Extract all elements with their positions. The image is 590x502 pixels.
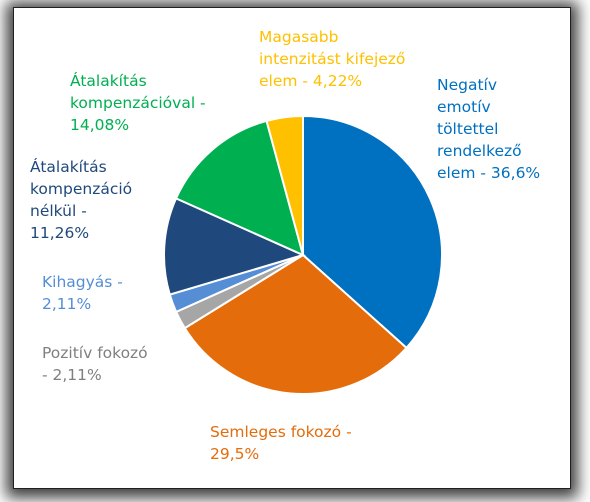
slice-label-line: emotív — [437, 98, 491, 116]
slice-label-line: Átalakítás — [70, 71, 147, 90]
slice-label-line: Kihagyás - — [42, 273, 123, 291]
slice-label-line: 14,08% — [70, 116, 129, 134]
slice-label-line: - 2,11% — [42, 366, 102, 384]
slice-label-4: Kihagyás - 2,11% — [42, 273, 123, 313]
slice-label-line: Semleges fokozó - — [210, 423, 352, 441]
slice-label-line: elem - 4,22% — [259, 72, 362, 90]
slice-label-6: Átalakítás kompenzációval - 14,08% — [70, 71, 206, 134]
slice-label-line: Átalakítás — [30, 157, 107, 176]
slice-label-2: Semleges fokozó - 29,5% — [210, 423, 352, 463]
slice-label-line: elem - 36,6% — [437, 164, 540, 182]
slice-label-line: rendelkező — [437, 142, 522, 160]
slice-label-line: intenzitást kifejező — [259, 50, 405, 68]
slice-label-1: Negatív emotív töltettel rendelkező elem - 3… — [437, 76, 540, 182]
slice-label-line: Magasabb — [259, 28, 338, 46]
slice-label-line: kompenzáció — [30, 180, 132, 198]
pie-slice-2 — [183, 253, 408, 395]
slice-label-5: Átalakítás kompenzáció nélkül - 11,26% — [30, 157, 132, 242]
slice-label-line: 29,5% — [210, 445, 259, 463]
pie-slice-6 — [174, 119, 305, 257]
slice-label-line: nélkül - — [30, 202, 87, 220]
slice-label-line: Negatív — [437, 76, 497, 94]
pie-slice-5 — [163, 197, 306, 296]
pie-slice-7 — [265, 114, 304, 256]
slice-label-line: kompenzációval - — [70, 94, 206, 112]
slice-label-line: töltettel — [437, 120, 498, 138]
slice-label-line: 2,11% — [42, 295, 91, 313]
pie-slice-1 — [302, 114, 443, 350]
slice-label-line: Pozitív fokozó — [42, 344, 148, 362]
slice-label-7: Magasabb intenzitást kifejező elem - 4,22% — [259, 28, 405, 90]
slice-label-3: Pozitív fokozó - 2,11% — [42, 344, 148, 384]
slice-label-line: 11,26% — [30, 224, 89, 242]
